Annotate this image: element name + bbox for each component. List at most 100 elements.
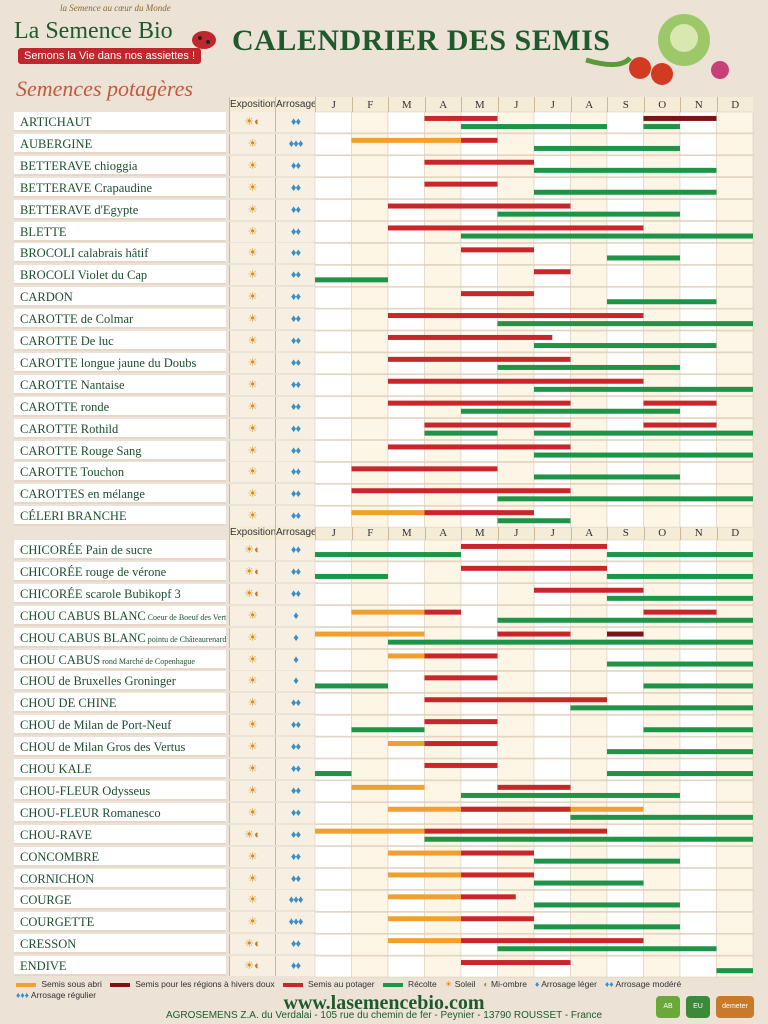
water-drop-icon: ♦ <box>295 203 302 216</box>
month-cell <box>679 133 717 156</box>
month-cell <box>570 693 608 715</box>
month-cell <box>570 462 608 484</box>
month-cell <box>424 583 462 605</box>
month-cell <box>716 693 754 715</box>
row-name-text: CHICORÉE rouge de vérone <box>20 564 167 579</box>
sous_abri-bar <box>315 828 425 834</box>
month-cell <box>387 177 425 199</box>
month-cell <box>387 155 425 177</box>
month-cell <box>314 627 352 649</box>
water-drop-icon: ♦ <box>293 916 299 929</box>
month-header: A <box>424 97 461 113</box>
month-cell <box>460 330 498 353</box>
month-cell <box>497 484 535 506</box>
row-name: CHICORÉE scarole Bubikopf 3 <box>14 583 226 604</box>
row-name: AUBERGINE <box>14 133 226 154</box>
month-cell <box>679 243 717 265</box>
row-name: CAROTTE Nantaise <box>14 374 226 395</box>
sun-icon: ☀ <box>247 916 258 929</box>
month-cell <box>643 693 681 715</box>
month-cell <box>424 955 462 978</box>
month-cell <box>314 714 352 737</box>
month-cell <box>606 868 644 890</box>
month-cell <box>351 133 389 156</box>
month-cell <box>570 330 608 353</box>
water-drop-icon: ♦ <box>295 719 302 732</box>
arrosage-cell: ♦♦ <box>275 540 315 560</box>
month-cell <box>424 933 462 956</box>
water-drop-icon: ♦ <box>290 741 297 754</box>
legend-label: Mi-ombre <box>488 979 527 989</box>
potager-bar <box>424 115 498 121</box>
month-cell <box>570 780 608 803</box>
potager-bar <box>388 225 644 231</box>
sun-icon: ☀ <box>244 960 255 973</box>
month-cell <box>533 824 571 846</box>
sun-icon: ☀ <box>247 488 258 501</box>
row-name-text: BETTERAVE Crapaudine <box>20 180 153 195</box>
water-drop-icon: ♦ <box>290 181 297 194</box>
recolte-bar <box>607 552 753 558</box>
month-cell <box>716 539 754 562</box>
water-drop-icon: ♦ <box>295 269 302 282</box>
water-drop-icon: ♦ <box>290 356 297 369</box>
month-cell <box>314 374 352 396</box>
exposition-cell: ☀ <box>229 133 275 154</box>
recolte-bar <box>716 968 753 974</box>
legend-swatch: ☀ <box>444 979 453 989</box>
month-cell <box>606 111 644 134</box>
potager-bar <box>424 653 498 659</box>
water-drop-icon: ♦ <box>290 719 297 732</box>
recolte-bar <box>388 639 644 645</box>
month-cell <box>424 846 462 868</box>
month-cell <box>643 133 681 156</box>
recolte-bar <box>315 771 352 777</box>
month-cell <box>460 155 498 177</box>
month-cell <box>314 199 352 221</box>
sun-icon: ☀ <box>244 587 255 600</box>
row-name: CHOU CABUS rond Marché de Copenhague <box>14 649 226 670</box>
exposition-cell: ☀ <box>229 693 275 714</box>
month-cell <box>643 714 681 737</box>
recolte-bar <box>534 902 680 908</box>
sun-icon: ☀ <box>247 510 258 523</box>
exposition-cell: ☀ <box>229 605 275 626</box>
month-cell <box>716 649 754 671</box>
month-cell <box>643 440 681 462</box>
month-cell <box>314 890 352 912</box>
month-cell <box>606 265 644 287</box>
month-cell <box>679 955 717 978</box>
arrosage-cell: ♦♦ <box>275 155 315 176</box>
month-cell <box>387 780 425 803</box>
month-cell <box>643 955 681 978</box>
month-cell <box>460 484 498 506</box>
water-drop-icon: ♦ <box>293 653 299 666</box>
month-cell <box>533 265 571 287</box>
month-cell <box>606 308 644 331</box>
month-cell <box>460 824 498 846</box>
month-cell <box>351 440 389 462</box>
potager-bar <box>461 806 571 812</box>
month-cell <box>387 714 425 737</box>
footer-url[interactable]: www.lasemencebio.com <box>283 992 485 1014</box>
legend-swatch: ♦♦♦ <box>16 990 30 1000</box>
sun-icon: ☀ <box>247 356 258 369</box>
arrosage-cell: ♦ <box>275 605 315 626</box>
row-name-text: CONCOMBRE <box>20 849 100 864</box>
arrosage-cell: ♦♦ <box>275 265 315 286</box>
month-cell <box>387 890 425 912</box>
month-cell <box>533 868 571 890</box>
month-cell <box>679 330 717 353</box>
water-drop-icon: ♦ <box>295 291 302 304</box>
sun-icon: ☀ <box>247 763 258 775</box>
month-cell <box>387 308 425 331</box>
month-header: M <box>461 525 498 541</box>
recolte-bar <box>497 617 644 623</box>
legend-item: Semis pour les régions à hivers doux <box>109 979 275 989</box>
month-cell <box>424 736 462 759</box>
arrosage-cell: ♦♦ <box>275 956 315 977</box>
month-cell <box>606 539 644 562</box>
water-drop-icon: ♦ <box>295 400 302 413</box>
month-cell <box>497 912 535 934</box>
